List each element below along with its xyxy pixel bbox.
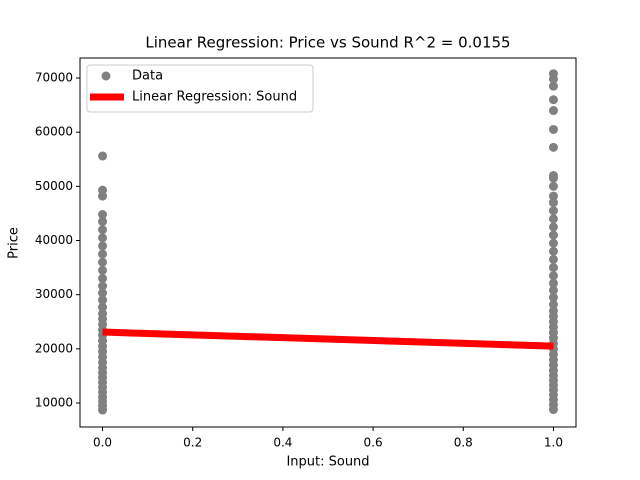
axes-frame [79, 57, 577, 428]
x-tick-label: 0.2 [183, 436, 202, 450]
point [98, 233, 108, 243]
point [98, 273, 108, 283]
point [548, 106, 558, 116]
point [548, 278, 558, 288]
point [548, 198, 558, 208]
y-tick-label: 40000 [35, 233, 73, 247]
point [548, 254, 558, 264]
legend-marker [101, 71, 111, 81]
y-tick-label: 70000 [35, 71, 73, 85]
x-tick-label: 0.6 [364, 436, 383, 450]
point [98, 302, 108, 312]
point [98, 225, 108, 235]
point [98, 257, 108, 267]
point [548, 222, 558, 232]
point [548, 95, 558, 105]
point [98, 281, 108, 291]
point [98, 210, 108, 220]
x-axis-label: Input: Sound [286, 455, 369, 470]
point [98, 151, 108, 161]
y-tick-label: 30000 [35, 287, 73, 301]
point [98, 288, 108, 298]
x-tick-label: 0.0 [93, 436, 112, 450]
point [98, 265, 108, 275]
y-tick-label: 60000 [35, 125, 73, 139]
point [548, 81, 558, 91]
x-tick-label: 0.4 [273, 436, 292, 450]
x-tick-label: 0.8 [454, 436, 473, 450]
legend-box [86, 64, 314, 113]
legend-label: Data [132, 69, 163, 84]
point [548, 292, 558, 302]
point [548, 181, 558, 191]
point [98, 295, 108, 305]
point [98, 249, 108, 259]
regression-line [102, 328, 554, 350]
point [548, 246, 558, 256]
y-tick-label: 10000 [35, 396, 73, 410]
point [548, 299, 558, 309]
point [548, 191, 558, 201]
point [548, 214, 558, 224]
legend-label: Linear Regression: Sound [132, 90, 297, 105]
y-tick-label: 20000 [35, 341, 73, 355]
point [98, 217, 108, 227]
point [548, 171, 558, 181]
point [98, 309, 108, 319]
point [548, 230, 558, 240]
point [548, 69, 558, 79]
point [548, 124, 558, 134]
point [548, 306, 558, 316]
y-tick-label: 50000 [35, 179, 73, 193]
x-tick-label: 1.0 [544, 436, 563, 450]
point [548, 271, 558, 281]
point [98, 241, 108, 251]
y-axis-label: Price [7, 227, 22, 259]
point [548, 285, 558, 295]
point [548, 263, 558, 273]
point [548, 206, 558, 216]
point [548, 142, 558, 152]
chart-title: Linear Regression: Price vs Sound R^2 = … [145, 34, 510, 52]
point [98, 185, 108, 195]
point [548, 238, 558, 248]
